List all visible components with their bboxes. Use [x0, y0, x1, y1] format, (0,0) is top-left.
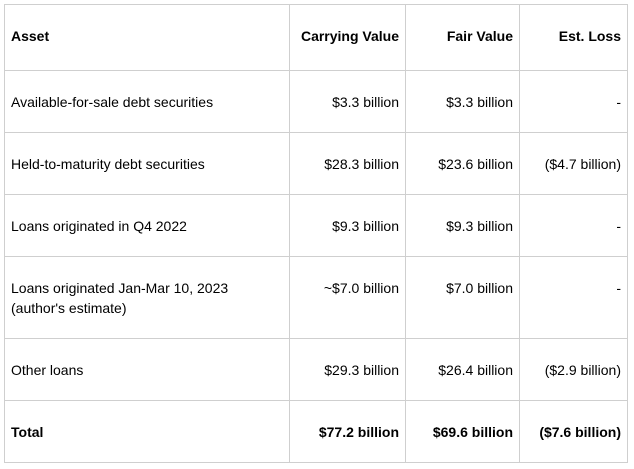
header-cell: Asset [4, 4, 290, 71]
table-cell: $29.3 billion [289, 338, 406, 401]
table-cell: $28.3 billion [289, 132, 406, 195]
header-cell: Fair Value [405, 4, 520, 71]
table-cell: Loans originated in Q4 2022 [4, 194, 290, 257]
total-row: Total $77.2 billion $69.6 billion ($7.6 bil… [4, 400, 628, 463]
total-cell: ($7.6 billion) [519, 400, 628, 463]
total-cell: $77.2 billion [289, 400, 406, 463]
header-cell: Est. Loss [519, 4, 628, 71]
table-cell: ~$7.0 billion [289, 256, 406, 339]
table-cell: Other loans [4, 338, 290, 401]
table-cell: - [519, 256, 628, 339]
table-row: Held-to-maturity debt securities $28.3 bi… [4, 132, 628, 195]
table-row: Loans originated in Q4 2022 $9.3 billion $… [4, 194, 628, 257]
asset-table: Asset Carrying Value Fair Value Est. Loss A… [4, 4, 628, 463]
total-cell: Total [4, 400, 290, 463]
table-cell: $7.0 billion [405, 256, 520, 339]
table-header: Asset Carrying Value Fair Value Est. Loss [4, 4, 628, 71]
table-row: Loans originated Jan-Mar 10, 2023 (autho… [4, 256, 628, 339]
table-cell: - [519, 194, 628, 257]
table-cell: ($2.9 billion) [519, 338, 628, 401]
table-cell: Available-for-sale debt securities [4, 70, 290, 133]
table-body: Available-for-sale debt securities $3.3 b… [4, 70, 628, 463]
table-cell: $9.3 billion [405, 194, 520, 257]
table-cell: $26.4 billion [405, 338, 520, 401]
table-cell: $3.3 billion [405, 70, 520, 133]
table-cell: $9.3 billion [289, 194, 406, 257]
header-cell: Carrying Value [289, 4, 406, 71]
table-cell: - [519, 70, 628, 133]
table-cell: Loans originated Jan-Mar 10, 2023 (autho… [4, 256, 290, 339]
table-cell: Held-to-maturity debt securities [4, 132, 290, 195]
table-cell: ($4.7 billion) [519, 132, 628, 195]
table-row: Available-for-sale debt securities $3.3 b… [4, 70, 628, 133]
header-row: Asset Carrying Value Fair Value Est. Loss [4, 4, 628, 71]
total-cell: $69.6 billion [405, 400, 520, 463]
table-cell: $3.3 billion [289, 70, 406, 133]
table-cell: $23.6 billion [405, 132, 520, 195]
table-row: Other loans $29.3 billion $26.4 billion ($2… [4, 338, 628, 401]
